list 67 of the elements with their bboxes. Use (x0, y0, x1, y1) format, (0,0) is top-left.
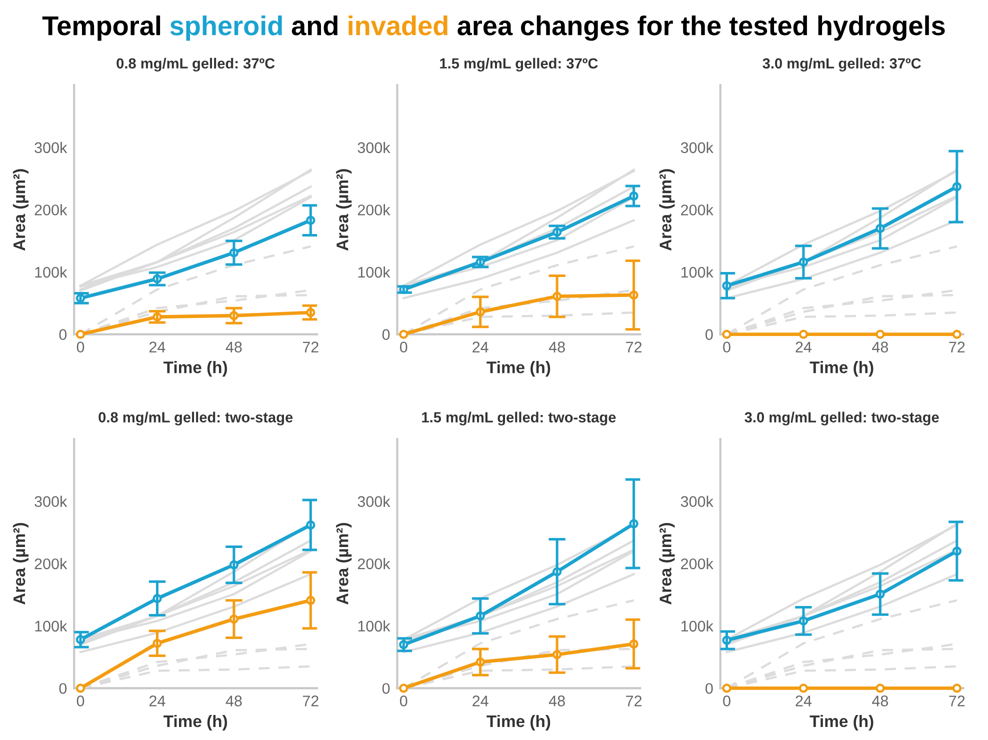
x-tick-label: 0 (400, 342, 408, 352)
x-tick-label: 0 (723, 696, 730, 706)
y-tick-label: 300k (680, 142, 714, 154)
x-tick-label: 0 (400, 696, 408, 706)
y-tick-label: 300k (358, 496, 390, 507)
text: Temporal spheroid and invaded area changes for the tested hydrogels (42, 15, 945, 41)
x-axis-title: Time (h) (810, 714, 874, 730)
y-tick-label: 100k (681, 266, 714, 278)
x-tick-label: 48 (872, 696, 888, 706)
chart-title: 3.0 mg/mL gelled: 37ºC (762, 58, 921, 72)
x-tick-label: 24 (796, 342, 812, 352)
y-axis-title: Area (µm²) (659, 169, 675, 251)
chart-title: 1.5 mg/mL gelled: 37ºC (440, 58, 598, 72)
x-tick-label: 24 (796, 696, 812, 706)
y-tick-label: 100k (681, 620, 714, 632)
y-axis-title: Area (µm²) (659, 523, 675, 605)
x-tick-label: 48 (872, 342, 888, 352)
y-tick-label: 100k (358, 620, 390, 632)
y-tick-label: 0 (706, 683, 713, 694)
y-axis-title: Area (µm²) (336, 169, 352, 251)
y-tick-label: 200k (681, 204, 714, 216)
x-tick-label: 24 (149, 342, 166, 352)
x-tick-label: 72 (626, 696, 642, 706)
x-tick-label: 24 (472, 696, 488, 706)
y-tick-label: 200k (681, 558, 714, 570)
y-tick-label: 0 (706, 329, 713, 340)
x-tick-label: 72 (626, 342, 642, 352)
x-axis-title: Time (h) (486, 714, 550, 730)
x-tick-label: 48 (226, 342, 242, 352)
x-tick-label: 0 (723, 342, 730, 352)
x-tick-label: 0 (76, 342, 84, 352)
y-axis-title: Area (µm²) (12, 523, 28, 605)
x-tick-label: 72 (302, 696, 318, 706)
x-tick-label: 24 (149, 696, 166, 706)
x-tick-label: 48 (548, 696, 565, 706)
chart-title: 3.0 mg/mL gelled: two-stage (744, 412, 939, 426)
chart-title: 0.8 mg/mL gelled: 37ºC (116, 58, 275, 72)
chart-title: 1.5 mg/mL gelled: two-stage (422, 412, 616, 426)
y-tick-label: 200k (34, 204, 68, 216)
y-axis-title: Area (µm²) (336, 523, 352, 605)
y-tick-label: 300k (34, 496, 68, 507)
y-tick-label: 100k (358, 266, 390, 278)
y-tick-label: 200k (34, 558, 68, 570)
y-tick-label: 100k (35, 620, 68, 632)
x-axis-title: Time (h) (164, 714, 228, 730)
x-tick-label: 48 (226, 696, 242, 706)
y-tick-label: 0 (59, 683, 67, 694)
y-tick-label: 0 (382, 683, 390, 694)
y-axis-title: Area (µm²) (12, 169, 28, 251)
y-tick-label: 0 (382, 329, 390, 340)
y-tick-label: 300k (34, 142, 68, 154)
y-tick-label: 100k (35, 266, 68, 278)
x-tick-label: 72 (949, 696, 965, 706)
x-tick-label: 72 (302, 342, 318, 352)
y-tick-label: 300k (358, 142, 390, 154)
y-tick-label: 200k (358, 204, 390, 216)
x-axis-title: Time (h) (810, 361, 874, 377)
x-tick-label: 72 (949, 342, 965, 352)
x-tick-label: 48 (548, 342, 565, 352)
x-axis-title: Time (h) (486, 361, 550, 377)
chart-title: 0.8 mg/mL gelled: two-stage (98, 412, 293, 426)
y-tick-label: 300k (680, 496, 714, 507)
y-tick-label: 0 (59, 329, 67, 340)
x-axis-title: Time (h) (164, 361, 228, 377)
x-tick-label: 0 (76, 696, 84, 706)
x-tick-label: 24 (472, 342, 488, 352)
y-tick-label: 200k (358, 558, 390, 570)
